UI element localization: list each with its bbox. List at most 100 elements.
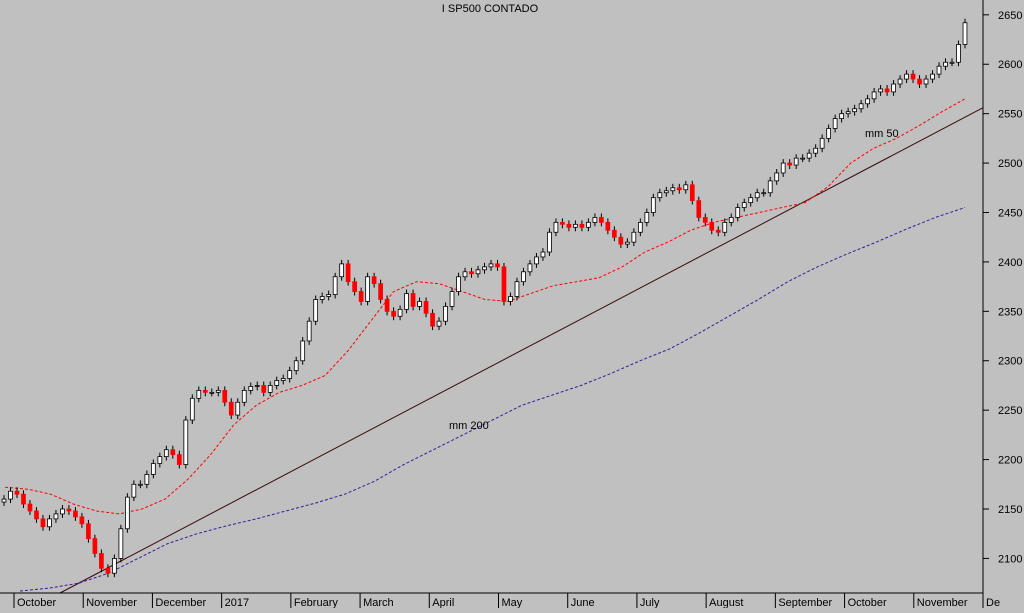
x-tick-label: April — [432, 597, 454, 608]
candle-body — [196, 389, 202, 399]
candles-group — [1, 18, 968, 578]
candle-body — [852, 108, 857, 113]
candle-body — [495, 263, 500, 268]
candle-body — [280, 378, 286, 381]
ma50-line — [4, 98, 966, 515]
candle-body — [34, 510, 39, 520]
candle-body — [469, 271, 474, 275]
y-tick-label: 2150 — [998, 504, 1022, 516]
candle-body — [670, 187, 676, 192]
candle-body — [754, 192, 760, 199]
candle-body — [235, 401, 241, 416]
candle-body — [787, 162, 793, 166]
candle-body — [650, 197, 656, 213]
candle-body — [53, 513, 59, 520]
x-tick-label: November — [86, 597, 137, 608]
candle-body — [676, 187, 682, 191]
candle-body — [573, 223, 578, 228]
candle-body — [806, 152, 812, 159]
candle-body — [748, 197, 754, 204]
candle-body — [482, 266, 487, 271]
candle-body — [170, 449, 176, 456]
ma200-group — [19, 207, 966, 592]
candle-body — [618, 236, 624, 245]
candle-body — [202, 389, 208, 393]
candle-body — [99, 553, 104, 569]
y-tick-label: 2300 — [998, 356, 1022, 368]
candle-body — [605, 221, 611, 231]
candle-body — [923, 78, 929, 85]
candle-body — [176, 454, 182, 465]
candle-body — [741, 202, 747, 208]
candle-body — [423, 301, 429, 314]
candle-body — [904, 73, 909, 80]
candle-body — [40, 518, 46, 528]
candle-body — [878, 88, 883, 93]
candle-body — [826, 128, 831, 139]
candle-body — [683, 184, 689, 191]
candle-body — [436, 320, 442, 327]
candle-body — [936, 65, 942, 75]
candle-body — [728, 217, 734, 223]
candle-body — [949, 61, 955, 64]
candle-body — [897, 78, 903, 85]
candle-body — [378, 283, 383, 300]
candle-body — [417, 301, 422, 307]
x-tick-label: August — [709, 597, 743, 608]
candle-body — [339, 263, 344, 278]
candle-body — [663, 190, 669, 194]
candle-body — [163, 449, 169, 458]
candle-body — [397, 308, 403, 317]
candle-body — [79, 516, 85, 525]
candle-body — [865, 98, 870, 105]
candle-body — [715, 229, 721, 233]
candle-body — [345, 263, 351, 283]
candle-body — [553, 221, 559, 233]
candle-body — [248, 386, 254, 391]
candle-body — [917, 78, 922, 85]
candle-body — [631, 231, 637, 243]
candle-body — [832, 118, 838, 129]
candle-body — [696, 200, 702, 218]
candle-body — [209, 391, 215, 394]
candle-body — [228, 401, 234, 416]
candle-body — [183, 419, 189, 465]
candle-body — [858, 103, 864, 110]
y-tick-label: 2550 — [998, 109, 1022, 121]
candle-body — [306, 320, 312, 342]
y-tick-label: 2200 — [998, 455, 1022, 467]
candle-body — [592, 217, 598, 223]
candle-body — [274, 380, 280, 386]
candle-body — [287, 370, 293, 379]
candle-body — [241, 389, 247, 403]
trendline — [59, 107, 984, 594]
candle-body — [599, 217, 604, 223]
candle-body — [267, 385, 273, 393]
candle-body — [839, 113, 844, 119]
candle-body — [332, 276, 338, 295]
x-tick-label: De — [986, 597, 1000, 608]
x-tick-label: October — [17, 597, 56, 608]
candle-body — [410, 293, 416, 307]
x-tick-label: March — [363, 597, 394, 608]
candle-body — [566, 223, 572, 228]
candle-body — [86, 523, 91, 540]
ma50-group — [4, 98, 966, 515]
candle-body — [930, 73, 935, 80]
candle-body — [27, 503, 33, 512]
candle-body — [735, 207, 741, 218]
candle-body — [92, 538, 98, 554]
ma50-label: mm 50 — [865, 128, 899, 140]
candle-body — [391, 310, 396, 317]
candle-body — [780, 162, 786, 174]
candle-body — [462, 271, 468, 278]
candle-body — [521, 271, 526, 283]
candle-body — [371, 276, 377, 285]
candle-body — [384, 299, 390, 312]
candle-body — [449, 291, 455, 307]
y-tick-label: 2100 — [998, 553, 1022, 565]
candle-body — [702, 217, 708, 223]
candle-body — [547, 231, 552, 253]
